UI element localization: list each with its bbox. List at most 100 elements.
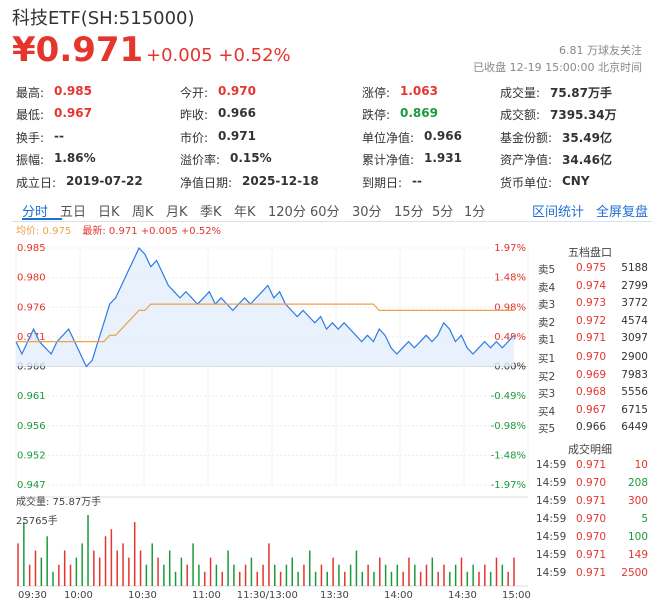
bid-row-cell: 0.967 xyxy=(576,403,607,416)
quote-value: 2025-12-18 xyxy=(242,173,319,188)
ask-row-cell: 0.971 xyxy=(576,332,607,345)
price-change-abs: +0.005 xyxy=(146,45,213,66)
bid-row-cell: 0.969 xyxy=(576,368,607,381)
x-tick-label: 14:00 xyxy=(384,590,413,601)
y-tick-label: 0.947 xyxy=(17,480,46,491)
bid-row-cell: 5556 xyxy=(621,386,648,399)
x-tick-label: 13:30 xyxy=(320,590,349,601)
pct-tick-label: 0.98% xyxy=(494,302,526,313)
volume-label: 成交量: 75.87万手 xyxy=(16,497,102,508)
tab-5[interactable]: 季K xyxy=(200,205,222,220)
quote-value: -- xyxy=(54,128,64,143)
quote-label: 资产净值: xyxy=(500,153,553,168)
tab-10[interactable]: 15分 xyxy=(394,205,424,220)
quote-label: 累计净值: xyxy=(362,153,415,168)
trade-cell: 0.970 xyxy=(576,477,607,489)
x-tick-label: 10:00 xyxy=(64,590,93,601)
tab-4[interactable]: 月K xyxy=(166,205,188,220)
trade-row: 14:59 0.970 208 xyxy=(528,477,652,494)
ask-row: 卖1 0.971 3097 xyxy=(528,332,652,349)
bid-row-cell: 买4 xyxy=(538,405,556,418)
trade-row: 14:59 0.971 300 xyxy=(528,495,652,512)
trade-cell: 300 xyxy=(627,495,648,507)
bid-row: 买2 0.969 7983 xyxy=(528,369,652,386)
trade-row: 14:59 0.971 10 xyxy=(528,459,652,476)
quote-value: 0.967 xyxy=(54,106,92,121)
y-tick-label: 0.956 xyxy=(17,421,46,432)
chart-period-tabs: 分时 五日 日K 周K 月K 季K 年K 120分 60分 30分 15分 5分 1分 区间统计 全屏复盘 xyxy=(12,197,652,222)
follower-count[interactable]: 6.81 万球友关注 xyxy=(559,44,642,57)
trade-cell: 10 xyxy=(634,459,648,471)
trade-cell: 100 xyxy=(627,531,648,543)
quote-label: 最低: xyxy=(16,108,45,123)
quote-label: 成交量: xyxy=(500,86,541,100)
quote-value: 2019-07-22 xyxy=(66,173,143,188)
ask-row-cell: 0.975 xyxy=(576,262,607,274)
trade-cell: 0.970 xyxy=(576,531,607,543)
tab-11[interactable]: 5分 xyxy=(432,205,454,220)
range-stats-link[interactable]: 区间统计 xyxy=(532,205,585,220)
trade-cell: 14:59 xyxy=(536,567,567,579)
ask-row-cell: 卖3 xyxy=(538,299,556,312)
ask-row-cell: 卖5 xyxy=(538,264,556,276)
pct-tick-label: 1.48% xyxy=(494,273,526,284)
trade-row: 14:59 0.971 2500 xyxy=(528,567,652,584)
bid-row-cell: 买3 xyxy=(538,388,556,401)
quote-value: 7395.34万 xyxy=(550,108,617,123)
quote-label: 振幅: xyxy=(16,153,45,168)
ask-row: 卖5 0.975 5188 xyxy=(528,262,652,279)
ask-row-cell: 0.974 xyxy=(576,279,607,292)
quote-label: 到期日: xyxy=(362,175,403,190)
quote-label: 货币单位: xyxy=(500,175,553,190)
price-area xyxy=(16,248,514,367)
y-tick-label: 0.966 xyxy=(17,362,46,373)
quote-row: 最高: 0.985 今开: 0.970 涨停: 1.063 成交量: 75.87万手 xyxy=(16,80,646,102)
quote-label: 单位净值: xyxy=(362,130,415,145)
quote-label: 净值日期: xyxy=(180,175,233,190)
active-tab-underline xyxy=(22,218,62,220)
quote-value: 1.063 xyxy=(400,84,438,98)
y-tick-label: 0.961 xyxy=(17,391,46,402)
quote-label: 成交额: xyxy=(500,108,541,123)
bid-row: 买5 0.966 6449 xyxy=(528,421,652,438)
trade-cell: 0.970 xyxy=(576,513,607,525)
quote-value: -- xyxy=(412,173,422,188)
tab-9[interactable]: 30分 xyxy=(352,205,382,220)
intraday-chart[interactable]: 0.9851.97%0.9801.48%0.9760.98%0.9710.49%… xyxy=(0,236,530,606)
quote-value: 1.931 xyxy=(424,151,462,166)
trade-row: 14:59 0.970 5 xyxy=(528,513,652,530)
bid-row: 买4 0.967 6715 xyxy=(528,404,652,421)
quote-row: 振幅: 1.86% 溢价率: 0.15% 累计净值: 1.931 资产净值: 34.46亿 xyxy=(16,147,646,169)
order-book-title: 五档盘口 xyxy=(568,246,612,259)
trade-cell: 14:59 xyxy=(536,477,567,489)
tab-3[interactable]: 周K xyxy=(132,205,154,220)
pct-tick-label: 0.49% xyxy=(494,332,526,343)
quote-value: 75.87万手 xyxy=(550,86,612,100)
ask-row-cell: 卖1 xyxy=(538,334,556,347)
y-tick-label: 0.980 xyxy=(17,273,46,284)
tab-0[interactable]: 分时 xyxy=(22,205,49,220)
ask-row-cell: 卖4 xyxy=(538,281,556,294)
quote-value: CNY xyxy=(562,173,590,188)
pct-tick-label: 1.97% xyxy=(494,243,526,254)
quote-value: 0.966 xyxy=(218,106,256,121)
tab-8[interactable]: 60分 xyxy=(310,205,340,220)
ask-row-cell: 0.972 xyxy=(576,314,607,327)
quote-value: 35.49亿 xyxy=(562,130,612,145)
tab-1[interactable]: 五日 xyxy=(60,205,87,220)
quote-value: 0.869 xyxy=(400,106,438,121)
tab-7[interactable]: 120分 xyxy=(268,205,306,220)
x-tick-label: 11:30/13:00 xyxy=(236,590,298,601)
tab-6[interactable]: 年K xyxy=(234,205,256,220)
tab-12[interactable]: 1分 xyxy=(464,205,486,220)
trade-cell: 5 xyxy=(641,513,648,525)
quote-label: 涨停: xyxy=(362,86,391,100)
pct-tick-label: 0.00% xyxy=(494,362,526,373)
fullscreen-replay-link[interactable]: 全屏复盘 xyxy=(596,205,649,220)
latest-price-legend: 最新: 0.971 +0.005 +0.52% xyxy=(82,226,222,237)
quote-label: 最高: xyxy=(16,86,45,100)
x-tick-label: 11:00 xyxy=(192,590,221,601)
quote-value: 1.86% xyxy=(54,151,96,166)
tab-2[interactable]: 日K xyxy=(98,205,120,220)
ask-row-cell: 0.973 xyxy=(576,297,607,310)
